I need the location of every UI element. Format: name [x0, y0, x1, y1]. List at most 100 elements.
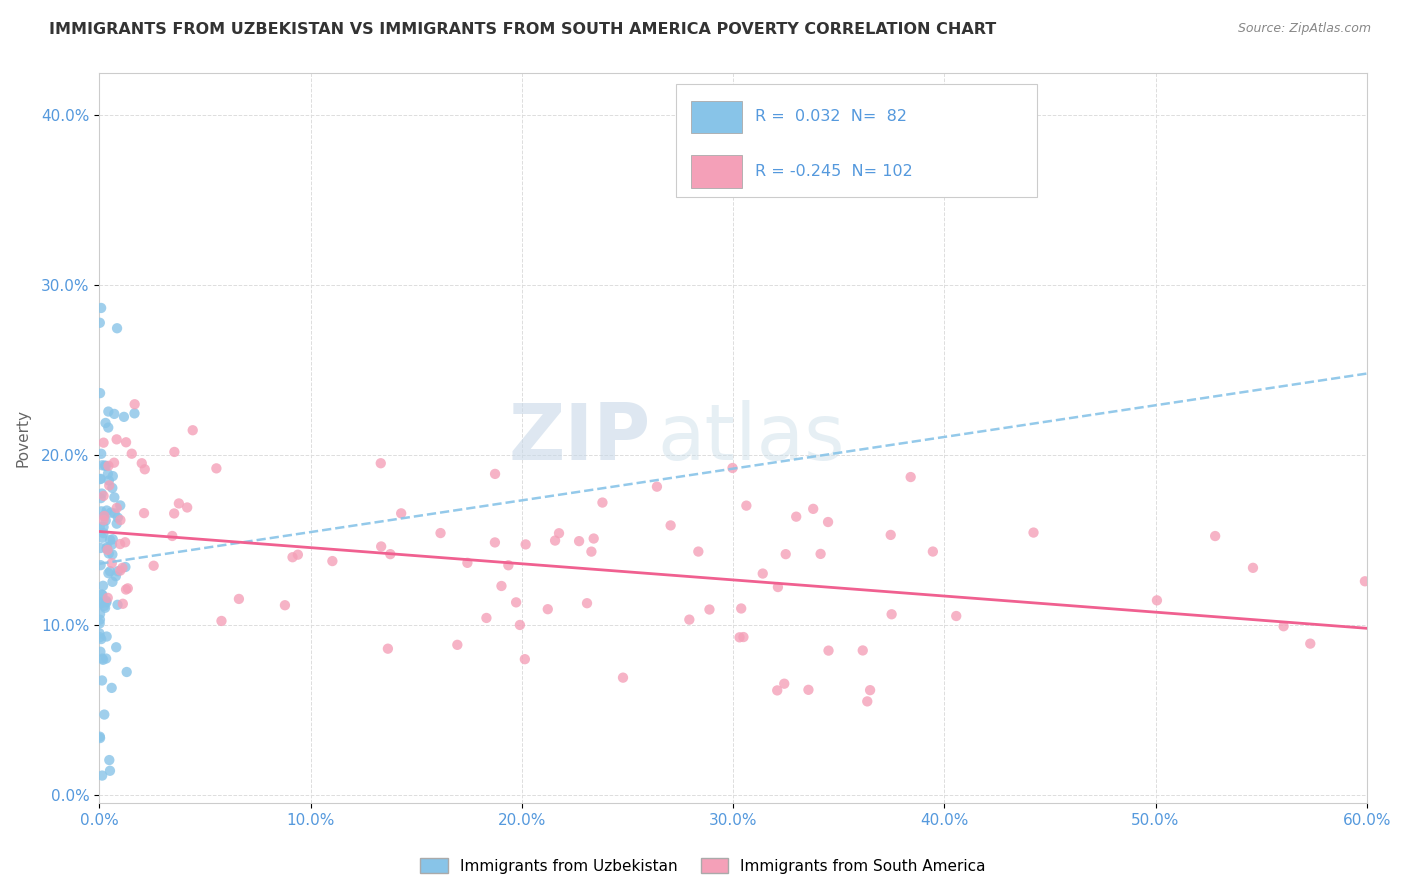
Point	[98, 533, 121, 547]
Text: R = -0.245  N= 102: R = -0.245 N= 102	[755, 164, 912, 179]
Point	[110, 499, 132, 513]
Point	[105, 640, 128, 655]
Point	[94, 514, 117, 528]
Point	[93, 707, 115, 722]
Point	[735, 499, 758, 513]
Point	[751, 566, 773, 581]
Point	[131, 456, 153, 470]
Point	[880, 528, 903, 542]
Legend: Immigrants from Uzbekistan, Immigrants from South America: Immigrants from Uzbekistan, Immigrants f…	[415, 852, 991, 880]
Point	[105, 516, 128, 531]
Point	[91, 458, 114, 473]
Point	[103, 491, 125, 505]
Point	[103, 456, 125, 470]
Point	[90, 301, 112, 315]
Point	[775, 547, 797, 561]
Text: atlas: atlas	[657, 401, 845, 476]
Point	[105, 321, 128, 335]
Point	[810, 547, 832, 561]
Point	[89, 613, 111, 627]
Point	[900, 470, 922, 484]
Point	[515, 537, 537, 551]
FancyBboxPatch shape	[676, 84, 1038, 197]
Point	[89, 607, 111, 621]
Point	[733, 630, 755, 644]
Point	[509, 618, 531, 632]
Point	[96, 594, 118, 608]
Point	[89, 731, 111, 745]
Point	[548, 526, 571, 541]
Point	[107, 564, 129, 578]
Point	[429, 526, 451, 541]
Point	[89, 520, 111, 534]
Point	[105, 500, 128, 515]
Point	[377, 641, 399, 656]
Point	[97, 404, 120, 418]
Point	[96, 541, 118, 556]
Point	[730, 601, 752, 615]
Point	[163, 445, 186, 459]
Point	[678, 613, 700, 627]
Point	[205, 461, 228, 475]
Point	[91, 651, 114, 665]
Point	[101, 469, 124, 483]
Point	[97, 458, 120, 473]
Point	[93, 513, 115, 527]
Point	[91, 653, 114, 667]
Point	[880, 607, 903, 622]
Point	[859, 683, 882, 698]
Point	[115, 665, 138, 679]
Point	[115, 435, 138, 450]
Point	[89, 626, 111, 640]
Point	[110, 513, 132, 527]
Point	[98, 478, 121, 492]
Point	[576, 596, 599, 610]
Bar	[692, 101, 742, 133]
Point	[89, 616, 111, 631]
Point	[98, 753, 121, 767]
Point	[117, 582, 139, 596]
Point	[1022, 525, 1045, 540]
Point	[121, 447, 143, 461]
Point	[491, 579, 513, 593]
Point	[90, 491, 112, 505]
Point	[94, 458, 117, 473]
Y-axis label: Poverty: Poverty	[15, 409, 30, 467]
Point	[766, 580, 789, 594]
Point	[90, 588, 112, 602]
Point	[89, 316, 111, 330]
Point	[89, 645, 111, 659]
Point	[446, 638, 468, 652]
Point	[93, 435, 115, 450]
Point	[688, 544, 710, 558]
Point	[612, 671, 634, 685]
Point	[114, 535, 136, 549]
Point	[389, 507, 412, 521]
Point	[90, 486, 112, 500]
Point	[98, 764, 121, 778]
Point	[101, 537, 124, 551]
Point	[90, 504, 112, 518]
Point	[94, 600, 117, 615]
Point	[582, 532, 605, 546]
Point	[89, 386, 111, 401]
Point	[90, 447, 112, 461]
Point	[101, 556, 124, 570]
Point	[181, 423, 204, 437]
Point	[176, 500, 198, 515]
Point	[1354, 574, 1376, 589]
Point	[96, 540, 118, 554]
Point	[581, 544, 603, 558]
Point	[167, 496, 190, 510]
Point	[107, 598, 129, 612]
Point	[211, 614, 233, 628]
Point	[100, 681, 122, 695]
Point	[101, 574, 124, 589]
Point	[91, 673, 114, 688]
Point	[108, 564, 131, 578]
Point	[97, 420, 120, 434]
Point	[1272, 619, 1295, 633]
Point	[93, 526, 115, 541]
Point	[124, 397, 146, 411]
Point	[111, 597, 134, 611]
